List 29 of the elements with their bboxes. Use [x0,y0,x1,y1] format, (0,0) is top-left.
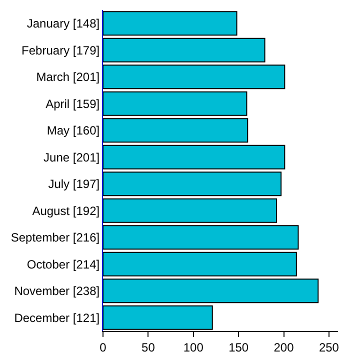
y-tick-label: March [201] [36,70,100,84]
bar [103,144,286,170]
bar [103,118,248,143]
y-tick-label: February [179] [22,43,100,58]
bar [103,278,319,304]
x-tick-label: 0 [100,340,107,354]
y-tick-label: May [160] [46,124,100,138]
bar [103,91,248,116]
y-tick-label: August [192] [32,204,100,218]
x-tick-label: 150 [228,340,249,354]
bar [103,172,282,196]
x-tick-label: 100 [183,340,204,354]
bar [103,198,278,223]
y-tick-label: October [214] [26,257,100,272]
y-tick-label: December [121] [14,310,100,325]
y-tick-label: September [216] [10,230,100,245]
x-tick-label: 200 [274,340,294,354]
y-tick-label: January [148] [26,16,100,31]
bar [103,11,238,36]
x-tick-label: 50 [142,340,156,354]
y-tick-label: April [159] [46,96,100,111]
y-tick-label: November [238] [14,284,100,298]
y-tick-label: June [201] [44,150,100,164]
x-tick-label: 250 [318,340,340,354]
bar [103,38,266,62]
y-tick-label: July [197] [48,177,100,192]
bar [103,64,286,90]
bar [103,252,297,276]
bar [103,225,299,250]
